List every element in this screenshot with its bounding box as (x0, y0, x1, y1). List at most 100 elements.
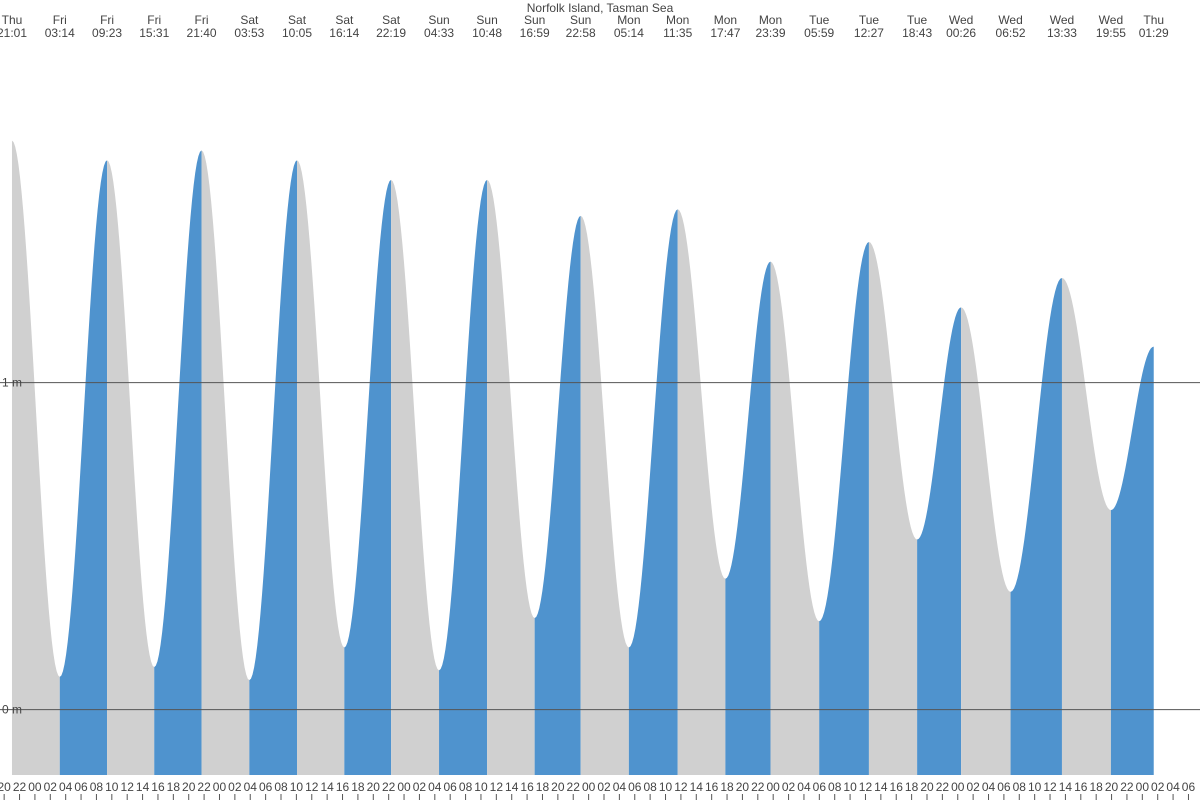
x-tick-label: 04 (428, 780, 442, 794)
x-tick-label: 02 (228, 780, 242, 794)
x-tick-label: 10 (290, 780, 304, 794)
extreme-day: Sat (288, 13, 307, 27)
extreme-time: 01:29 (1139, 26, 1169, 40)
x-tick-label: 06 (259, 780, 273, 794)
extreme-time: 05:14 (614, 26, 644, 40)
extreme-time: 19:55 (1096, 26, 1126, 40)
extreme-day: Sun (428, 13, 449, 27)
extreme-day: Fri (147, 13, 161, 27)
extreme-day: Sun (476, 13, 497, 27)
extreme-day: Thu (2, 13, 23, 27)
x-tick-label: 18 (720, 780, 734, 794)
x-tick-label: 00 (1136, 780, 1150, 794)
x-tick-label: 16 (151, 780, 165, 794)
x-tick-label: 12 (490, 780, 504, 794)
x-tick-label: 06 (74, 780, 88, 794)
x-tick-label: 04 (1166, 780, 1180, 794)
x-tick-label: 10 (1028, 780, 1042, 794)
extreme-time: 17:47 (710, 26, 740, 40)
x-tick-label: 22 (382, 780, 396, 794)
tide-segment (1010, 277, 1062, 775)
extreme-day: Wed (949, 13, 973, 27)
x-tick-label: 12 (1043, 780, 1057, 794)
x-tick-label: 04 (982, 780, 996, 794)
tide-segment (580, 215, 629, 775)
x-tick-label: 14 (136, 780, 150, 794)
x-tick-label: 16 (1074, 780, 1088, 794)
tide-segment (487, 179, 535, 776)
extreme-time: 00:26 (946, 26, 976, 40)
x-tick-label: 04 (613, 780, 627, 794)
x-tick-label: 22 (13, 780, 27, 794)
x-tick-label: 02 (597, 780, 611, 794)
x-tick-label: 14 (505, 780, 519, 794)
tide-segment (534, 215, 581, 775)
x-tick-label: 20 (551, 780, 565, 794)
x-tick-label: 02 (413, 780, 427, 794)
tide-segment (391, 179, 440, 776)
tide-segment (59, 160, 108, 776)
extreme-time: 13:33 (1047, 26, 1077, 40)
x-tick-label: 18 (1090, 780, 1104, 794)
extreme-time: 10:48 (472, 26, 502, 40)
x-tick-label: 04 (244, 780, 258, 794)
tide-segment (917, 307, 962, 775)
x-tick-label: 20 (367, 780, 381, 794)
x-tick-label: 06 (1182, 780, 1196, 794)
extreme-time: 06:52 (996, 26, 1026, 40)
x-tick-label: 06 (813, 780, 827, 794)
tide-segment (770, 261, 820, 776)
extreme-day: Wed (1050, 13, 1074, 27)
x-tick-label: 04 (797, 780, 811, 794)
extreme-day: Sun (524, 13, 545, 27)
x-tick-label: 06 (444, 780, 458, 794)
tide-segment (154, 150, 202, 776)
x-tick-label: 12 (859, 780, 873, 794)
extreme-time: 18:43 (902, 26, 932, 40)
extreme-day: Fri (53, 13, 67, 27)
extreme-time: 04:33 (424, 26, 454, 40)
x-tick-label: 20 (182, 780, 196, 794)
tide-segment (725, 261, 771, 776)
tide-segment (868, 241, 918, 776)
extreme-time: 22:58 (566, 26, 596, 40)
x-tick-label: 20 (0, 780, 11, 794)
tide-segment (819, 241, 869, 776)
x-tick-label: 00 (28, 780, 42, 794)
x-tick-label: 14 (874, 780, 888, 794)
extreme-time: 10:05 (282, 26, 312, 40)
extreme-time: 16:14 (329, 26, 359, 40)
extreme-day: Sat (335, 13, 354, 27)
extreme-time: 16:59 (520, 26, 550, 40)
extreme-day: Mon (617, 13, 640, 27)
x-tick-label: 08 (828, 780, 842, 794)
x-tick-label: 08 (459, 780, 473, 794)
x-tick-label: 20 (736, 780, 750, 794)
x-tick-label: 18 (536, 780, 550, 794)
x-tick-label: 14 (320, 780, 334, 794)
extreme-day: Wed (998, 13, 1022, 27)
extreme-day: Sun (570, 13, 591, 27)
x-tick-label: 14 (1059, 780, 1073, 794)
x-tick-label: 00 (213, 780, 227, 794)
chart-title: Norfolk Island, Tasman Sea (527, 1, 674, 15)
tide-segment (11, 140, 60, 776)
x-tick-label: 10 (474, 780, 488, 794)
x-tick-label: 16 (520, 780, 534, 794)
extreme-time: 12:27 (854, 26, 884, 40)
tide-segment (1110, 346, 1154, 775)
extreme-time: 05:59 (804, 26, 834, 40)
y-tick-label: 0 m (2, 703, 22, 717)
x-tick-label: 22 (936, 780, 950, 794)
x-tick-label: 12 (674, 780, 688, 794)
extreme-day: Sat (382, 13, 401, 27)
extreme-time: 03:53 (234, 26, 264, 40)
extreme-day: Tue (809, 13, 830, 27)
x-tick-label: 06 (628, 780, 642, 794)
tide-segment (297, 160, 345, 776)
tide-segment (249, 160, 298, 776)
extreme-day: Tue (859, 13, 880, 27)
extreme-time: 23:39 (755, 26, 785, 40)
x-tick-label: 20 (1105, 780, 1119, 794)
tide-segment (628, 209, 678, 775)
